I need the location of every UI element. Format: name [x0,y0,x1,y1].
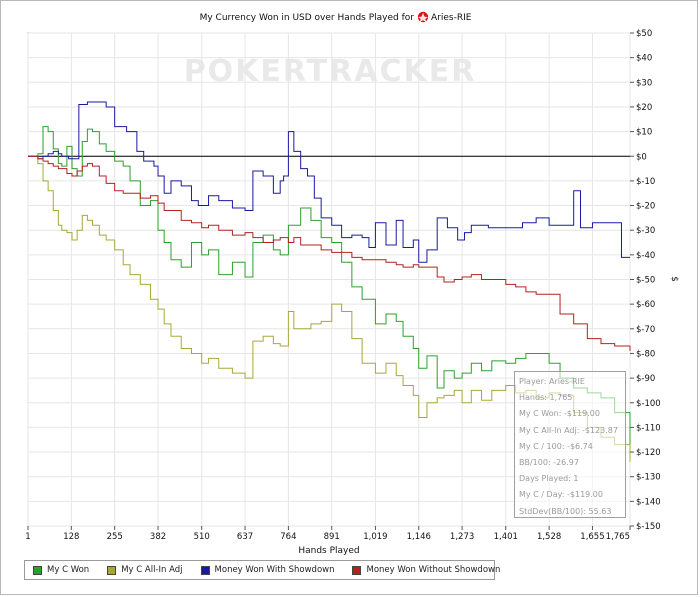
y-tick-label: $20 [636,103,652,113]
y-tick-label: $40 [636,54,652,64]
x-tick-label: 764 [280,532,296,542]
x-tick-label: 1 [25,532,30,542]
y-tick-label: $-60 [636,300,655,310]
tooltip-my-c-allin-adj: My C All-In Adj: -$123.87 [519,425,618,435]
series-line-money-won-without-showdown [28,155,631,351]
legend-swatch [352,565,362,575]
y-tick-label: $-40 [636,251,655,261]
y-tick-label: $10 [636,128,652,138]
y-tick-label: $-10 [636,177,655,187]
x-tick-label: 1,655 [580,532,604,542]
y-tick-label: $-70 [636,325,655,335]
x-tick-label: 255 [107,532,123,542]
x-tick-label: 1,528 [537,532,561,542]
player-name: Aries-RIE [431,13,472,23]
legend-item-my-c-won[interactable]: My C Won [33,565,89,575]
x-tick-label: 1,765 [606,532,630,542]
y-tick-label: $-100 [636,399,661,409]
pokertracker-watermark: POKERTRACKER [184,54,477,89]
series-line-my-c-won [28,126,631,453]
y-axis: $50 $40 $30 $20 $10 $0 $-10 $-20 $-30 $-40 $-50 $-6… [630,29,661,532]
y-tick-label: $-110 [636,423,661,433]
tooltip-my-c-won: My C Won: -$119.00 [519,409,600,419]
x-tick-label: 510 [194,532,210,542]
y-tick-label: $-130 [636,473,661,483]
legend-label: Money Won Without Showdown [366,565,501,575]
y-tick-label: $-80 [636,349,655,359]
y-tick-label: $-150 [636,522,661,532]
stats-tooltip: Player: Aries-RIE Hands: 1,765 My C Won:… [514,371,626,518]
tooltip-player: Player: Aries-RIE [519,377,585,386]
pokerstars-logo-icon [417,11,429,23]
x-tick-label: 637 [237,532,253,542]
series-line-money-won-with-showdown [28,101,630,263]
legend-item-without-showdown[interactable]: Money Won Without Showdown [352,565,500,575]
x-tick-label: 1,273 [450,532,474,542]
y-tick-label: $-90 [636,374,655,384]
x-tick-label: 382 [150,532,166,542]
tooltip-stddev: StdDev(BB/100): 55.63 [519,506,612,516]
legend-label: Money Won With Showdown [214,565,335,575]
series-line-my-c-all-in-adj [28,155,631,462]
x-tick-label: 891 [324,532,340,542]
tooltip-bb-per-100: BB/100: -26.97 [519,458,579,468]
y-tick-label: $-20 [636,202,655,212]
series-layer [28,101,631,462]
tooltip-hands: Hands: 1,765 [519,393,573,403]
chart-title: My Currency Won in USD over Hands Played… [200,13,415,23]
y-tick-label: $0 [636,152,647,162]
legend-swatch [200,565,210,575]
y-tick-label: $-30 [636,226,655,236]
legend-item-my-c-allin-adj[interactable]: My C All-In Adj [107,565,183,575]
x-axis: 1 128 255 382 510 637 764 891 1,019 1,146 1,273 1,4… [25,526,631,542]
y-tick-label: $30 [636,78,652,88]
tooltip-my-c-per-day: My C / Day: -$119.00 [519,490,603,500]
y-tick-label: $50 [636,29,652,39]
legend-label: My C Won [47,565,90,575]
y-tick-label: $-50 [636,276,655,286]
x-axis-label: Hands Played [298,546,359,556]
tooltip-my-c-per-100: My C / 100: -$6.74 [519,441,593,451]
legend-label: My C All-In Adj [121,565,183,575]
legend-item-with-showdown[interactable]: Money Won With Showdown [200,565,335,575]
x-tick-label: 1,401 [494,532,518,542]
legend: My C Won My C All-In Adj Money Won With … [24,560,500,580]
x-tick-label: 1,019 [363,532,387,542]
y-tick-label: $-140 [636,497,661,507]
x-tick-label: 1,146 [407,532,431,542]
legend-swatch [107,565,117,575]
y-axis-label: $ [669,276,679,282]
tooltip-days-played: Days Played: 1 [519,474,579,484]
legend-swatch [33,565,42,575]
y-tick-label: $-120 [636,448,661,458]
x-tick-label: 128 [63,532,79,542]
